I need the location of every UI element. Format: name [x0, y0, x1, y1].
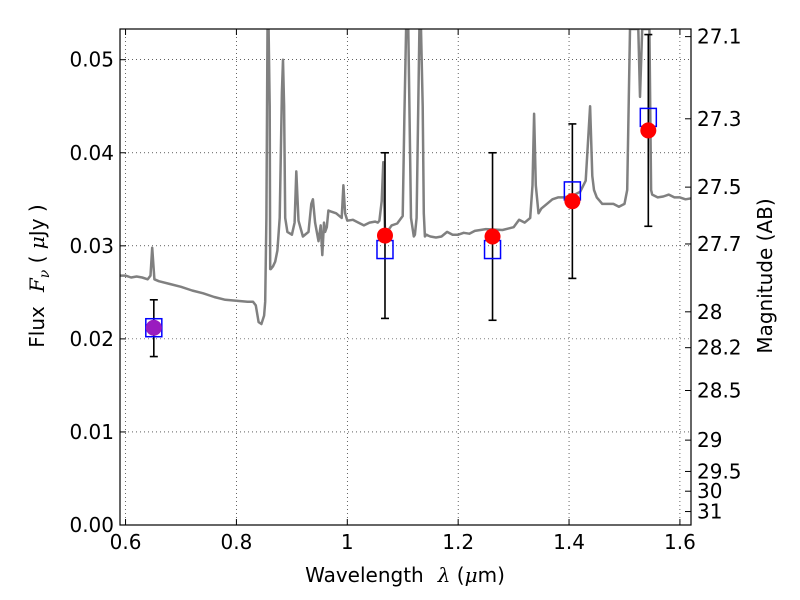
spectrum-line	[120, 29, 691, 326]
y-tick-label: 0.03	[69, 234, 114, 258]
y2-tick-label: 28	[697, 300, 722, 324]
y-axis-ticks: 0.00 0.01 0.02 0.03 0.04 0.05	[69, 48, 126, 537]
y-axis-title: FluxFν ( μJy )	[25, 204, 53, 347]
x-tick-label: 1	[341, 530, 354, 554]
y2-tick-label: 27.3	[697, 107, 742, 131]
y2-tick-label: 30	[697, 479, 722, 503]
y2-tick-label: 29.5	[697, 459, 742, 483]
y-tick-label: 0.05	[69, 48, 114, 72]
y-tick-label: 0.04	[69, 141, 114, 165]
photometry-point	[376, 227, 393, 244]
photometry-point	[484, 228, 501, 245]
x-tick-label: 1.6	[664, 530, 696, 554]
y2-tick-label: 27.7	[697, 232, 742, 256]
y2-tick-label: 27.5	[697, 175, 742, 199]
x-axis-title: Wavelength λ (μm)	[305, 563, 505, 587]
x-tick-label: 0.6	[110, 530, 142, 554]
photometry-point	[145, 319, 162, 336]
x-axis-ticks: 0.6 0.8 1 1.2 1.4 1.6	[110, 29, 696, 554]
photometry-point	[640, 122, 657, 139]
x-tick-label: 1.4	[553, 530, 585, 554]
plot-frame	[119, 28, 692, 526]
y-tick-label: 0.00	[69, 513, 114, 537]
y2-tick-label: 31	[697, 500, 722, 524]
y-tick-label: 0.02	[69, 327, 114, 351]
photometry-points	[145, 122, 657, 336]
y2-tick-label: 28.5	[697, 378, 742, 402]
photometry-point	[564, 193, 581, 210]
x-tick-label: 0.8	[221, 530, 253, 554]
y2-tick-label: 27.1	[697, 25, 742, 49]
x-tick-label: 1.2	[442, 530, 474, 554]
y2-tick-label: 28.2	[697, 336, 742, 360]
y2-tick-label: 29	[697, 428, 722, 452]
y-tick-label: 0.01	[69, 420, 114, 444]
y2-axis-title: Magnitude (AB)	[753, 198, 777, 353]
model-spectrum	[120, 29, 691, 326]
grid	[120, 29, 691, 525]
